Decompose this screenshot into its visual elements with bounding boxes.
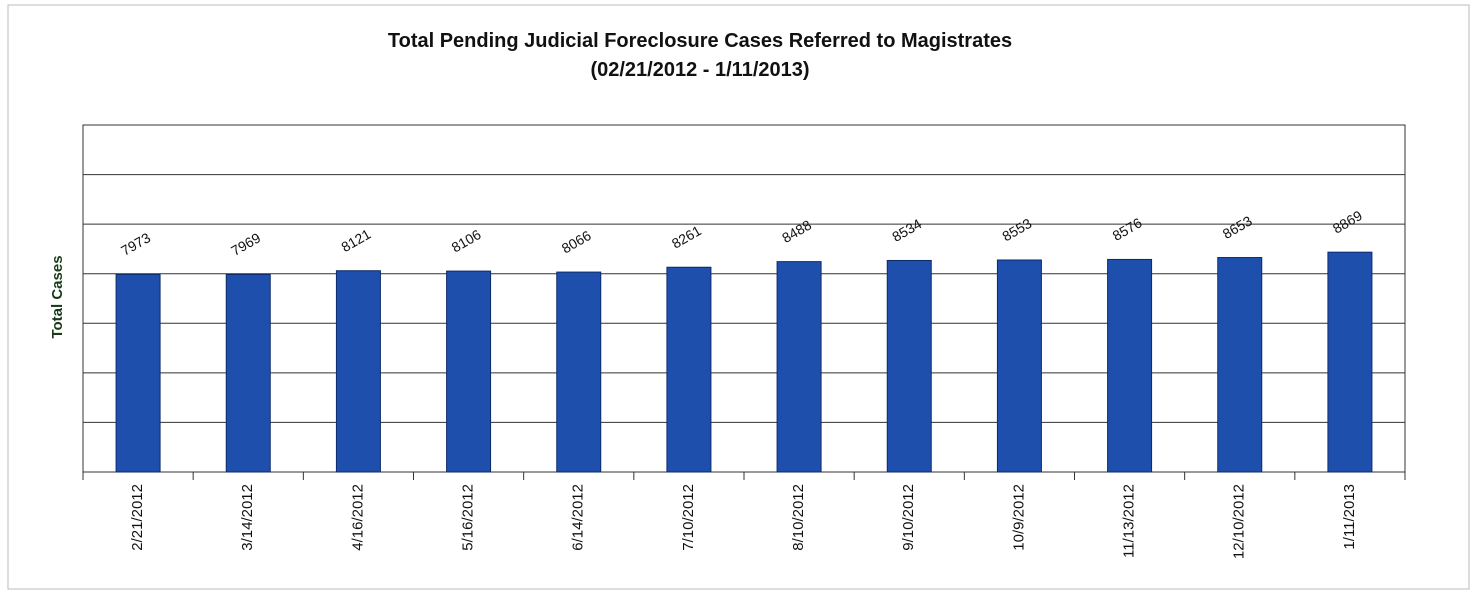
bar [1327, 251, 1373, 473]
bar [886, 259, 932, 473]
chart-title: Total Pending Judicial Foreclosure Cases… [388, 30, 1012, 52]
x-tick-label: 8/10/2012 [790, 484, 807, 551]
bar [446, 270, 492, 473]
bar [776, 261, 822, 473]
bar [225, 273, 271, 473]
x-tick-label: 6/14/2012 [570, 484, 587, 551]
bar [666, 266, 712, 473]
bar [115, 273, 161, 473]
bar [1107, 258, 1153, 473]
x-tick-label: 4/16/2012 [349, 484, 366, 551]
bar [335, 270, 381, 473]
x-tick-label: 11/13/2012 [1121, 484, 1138, 558]
bar [1217, 257, 1263, 473]
chart-subtitle: (02/21/2012 - 1/11/2013) [590, 59, 809, 81]
x-tick-label: 7/10/2012 [680, 484, 697, 551]
x-tick-label: 10/9/2012 [1010, 484, 1027, 551]
x-tick-label: 3/14/2012 [239, 484, 256, 551]
y-axis-label: Total Cases [49, 255, 66, 338]
bar [556, 271, 602, 473]
x-tick-label: 12/10/2012 [1231, 484, 1248, 559]
plot-area [82, 124, 1406, 473]
x-tick-label: 1/11/2013 [1341, 484, 1358, 550]
bar [996, 259, 1042, 473]
x-tick-label: 2/21/2012 [129, 484, 146, 551]
x-tick-label: 9/10/2012 [900, 484, 917, 551]
x-tick-label: 5/16/2012 [460, 484, 477, 551]
